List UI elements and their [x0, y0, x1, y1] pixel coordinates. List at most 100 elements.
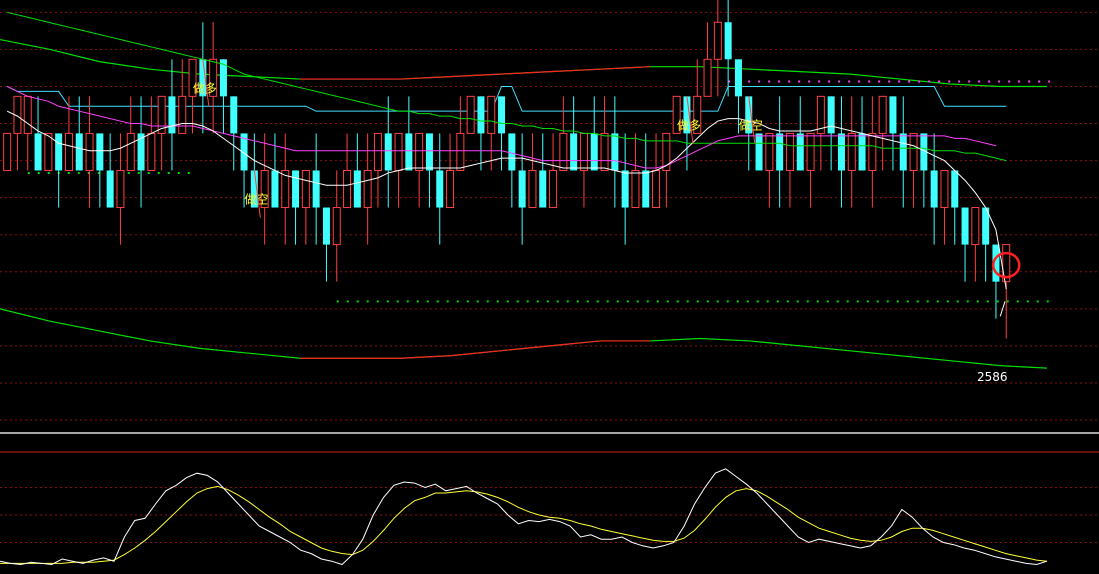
candle-body-2	[23, 95, 32, 134]
candle-10	[106, 133, 114, 208]
candle-93	[961, 207, 969, 282]
candle-body-27	[281, 169, 290, 209]
candle-0	[3, 132, 12, 171]
candle-body-52	[539, 170, 547, 208]
candle-body-45	[466, 95, 475, 134]
candle-body-59	[611, 133, 619, 171]
candle-body-80	[827, 96, 835, 134]
candle-73	[755, 133, 763, 171]
candle-body-83	[858, 133, 866, 171]
candle-body-88	[909, 132, 918, 171]
candle-52	[539, 133, 547, 208]
candle-8	[85, 96, 94, 208]
candle-body-14	[147, 132, 156, 171]
candle-body-43	[446, 169, 455, 209]
candle-body-55	[570, 133, 578, 171]
signal-label-1: 做空	[244, 192, 268, 207]
candle-body-37	[384, 133, 392, 171]
candle-body-29	[301, 169, 310, 209]
candle-body-11	[116, 169, 125, 209]
candle-74	[765, 132, 774, 208]
candle-80	[827, 96, 835, 171]
candle-body-57	[590, 133, 598, 171]
candle-body-35	[363, 169, 372, 209]
candle-12	[126, 96, 135, 171]
candle-body-79	[816, 95, 825, 134]
lower-band-red-segment	[300, 340, 650, 359]
candle-body-84	[868, 132, 877, 171]
candle-36	[373, 132, 382, 208]
moving-average-lines	[6, 11, 1007, 290]
candle-body-85	[878, 95, 887, 134]
candle-28	[292, 170, 300, 245]
candle-body-94	[971, 207, 980, 246]
candle-68	[703, 22, 712, 97]
candle-body-67	[693, 95, 702, 134]
candle-body-95	[982, 207, 990, 245]
candle-body-65	[672, 95, 681, 134]
candle-89	[920, 133, 928, 208]
candle-3	[34, 96, 42, 171]
candle-17	[178, 59, 187, 134]
candle-body-81	[837, 133, 845, 171]
upper-band-red-segment	[300, 66, 651, 80]
candle-85	[878, 95, 887, 171]
candle-95	[982, 207, 990, 282]
candle-65	[672, 95, 681, 134]
candle-71	[734, 59, 742, 134]
candle-19	[199, 22, 207, 134]
candle-body-23	[240, 133, 248, 171]
candle-35	[363, 133, 372, 245]
candle-body-16	[168, 96, 176, 134]
price-label: 2586	[977, 370, 1008, 384]
candle-body-6	[64, 132, 73, 171]
signal-label-2: 做多	[677, 117, 701, 132]
candle-61	[631, 133, 640, 209]
candle-body-3	[34, 133, 42, 171]
candle-6	[64, 96, 73, 171]
candle-44	[456, 96, 465, 171]
candle-body-15	[157, 95, 166, 134]
candle-body-70	[724, 22, 732, 60]
cyan-resistance-line	[6, 85, 1007, 112]
candle-84	[868, 96, 877, 208]
candle-body-60	[621, 170, 629, 208]
candle-72	[745, 96, 753, 171]
oscillator-panel	[0, 468, 1099, 566]
candle-67	[693, 59, 702, 134]
candlestick-series	[3, 0, 1011, 339]
candle-body-61	[631, 169, 640, 209]
candle-body-0	[3, 132, 12, 171]
candle-82	[847, 96, 856, 208]
candle-body-93	[961, 207, 969, 245]
candle-body-39	[405, 133, 413, 171]
candle-20	[209, 22, 218, 134]
candle-body-32	[332, 207, 341, 246]
candle-53	[549, 133, 558, 209]
candle-body-54	[559, 132, 568, 171]
candle-body-76	[785, 132, 794, 171]
candle-46	[477, 96, 485, 171]
candle-77	[796, 96, 804, 171]
candle-75	[776, 96, 784, 208]
lower-band	[0, 308, 1048, 369]
signal-stroke-2	[686, 96, 694, 144]
candle-59	[611, 96, 619, 208]
candle-45	[466, 95, 475, 134]
candle-50	[518, 133, 526, 245]
candle-body-72	[745, 96, 753, 134]
signal-label-0: 做多	[193, 80, 217, 95]
candle-body-64	[662, 132, 671, 171]
candle-body-30	[312, 170, 320, 208]
candle-body-19	[199, 59, 207, 97]
candle-body-92	[951, 170, 959, 208]
candle-body-31	[322, 207, 330, 245]
candle-body-17	[178, 95, 187, 134]
candle-body-42	[436, 170, 444, 208]
upper-band	[0, 38, 1047, 88]
candle-91	[940, 169, 949, 245]
candle-49	[508, 133, 516, 208]
candle-1	[13, 95, 22, 171]
candle-body-87	[899, 133, 907, 171]
candle-22	[230, 96, 238, 171]
